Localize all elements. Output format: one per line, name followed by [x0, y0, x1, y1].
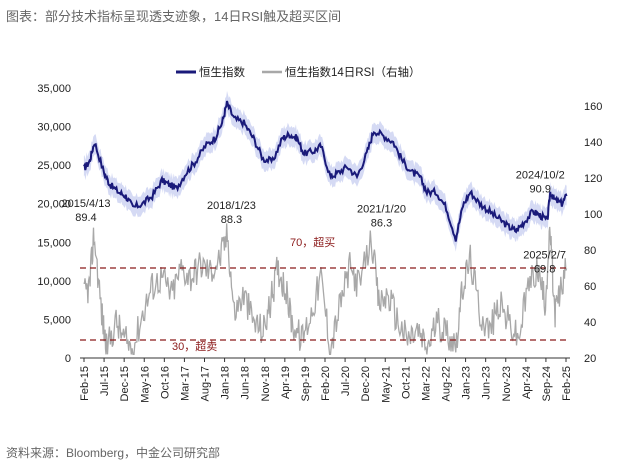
x-tick-label: Apr-19: [280, 366, 292, 399]
chart-title: 图表：部分技术指标呈现透支迹象，14日RSI触及超买区间: [6, 9, 342, 24]
x-tick-label: May-16: [139, 366, 151, 403]
y-left-tick-label: 20,000: [37, 199, 71, 211]
x-tick-label: May-21: [380, 366, 392, 403]
x-tick-label: Sep-19: [300, 366, 312, 401]
legend-rsi-label: 恒生指数14日RSI（右轴）: [285, 65, 420, 79]
x-tick-label: Apr-24: [521, 366, 533, 399]
x-tick-label: Oct-21: [400, 366, 412, 399]
rsi-series-line: [83, 223, 568, 356]
x-tick-label: Jul-15: [99, 366, 111, 396]
y-right-tick-label: 40: [584, 317, 596, 329]
hsi-line-layer: [83, 100, 568, 242]
annotation-value: 88.3: [221, 214, 242, 226]
y-right-tick-label: 140: [584, 137, 602, 149]
annotation-date: 2021/1/20: [357, 204, 406, 216]
annotation-value: 89.4: [75, 212, 96, 224]
x-tick-label: Mar-17: [179, 366, 191, 401]
hsi-band-layer: [83, 90, 567, 252]
y-right-tick-label: 80: [584, 245, 596, 257]
annotation-date: 2018/1/23: [207, 200, 256, 212]
x-tick-label: Feb-25: [561, 366, 573, 401]
x-tick-label: Jul-20: [340, 366, 352, 396]
annotation-value: 86.3: [371, 218, 392, 230]
y-left-tick-label: 0: [65, 353, 71, 365]
y-left-tick-label: 15,000: [37, 237, 71, 249]
x-tick-label: Feb-15: [79, 366, 91, 401]
y-left-tick-label: 10,000: [37, 276, 71, 288]
y-right-tick-label: 120: [584, 173, 602, 185]
x-tick-label: Nov-23: [501, 366, 513, 401]
reference-line-label: 30，超卖: [172, 339, 217, 353]
legend-hsi-label: 恒生指数: [199, 65, 245, 79]
annotations: 2015/4/13 89.4 2018/1/23 88.3 2021/1/20 86.3 2…: [62, 169, 567, 275]
y-left-tick-label: 25,000: [37, 160, 71, 172]
annotation-value: 69.8: [534, 263, 555, 275]
x-tick-label: Jun-18: [240, 366, 252, 400]
x-tick-label: Oct-16: [159, 366, 171, 399]
legend: 恒生指数 恒生指数14日RSI（右轴）: [176, 65, 420, 79]
source-note: 资料来源：Bloomberg，中金公司研究部: [6, 446, 221, 460]
y-left-tick-label: 5,000: [43, 314, 71, 326]
x-tick-label: Jan-18: [220, 366, 232, 400]
reference-lines: 70，超买 30，超卖: [80, 235, 570, 353]
y-right-tick-label: 20: [584, 353, 596, 365]
x-tick-label: Dec-20: [360, 366, 372, 401]
y-left-tick-label: 30,000: [37, 122, 71, 134]
hsi-band: [83, 90, 567, 252]
y-right-tick-label: 160: [584, 101, 602, 113]
x-tick-label: Aug-17: [200, 366, 212, 401]
x-tick-label: Nov-18: [260, 366, 272, 401]
y-left-tick-label: 35,000: [37, 83, 71, 95]
x-tick-label: Sep-24: [541, 366, 553, 401]
annotation-date: 2025/2/7: [523, 249, 566, 261]
hsi-series-line: [83, 100, 568, 242]
x-tick-label: Jun-23: [481, 366, 493, 400]
x-tick-label: Feb-20: [320, 366, 332, 401]
x-tick-label: Jan-23: [461, 366, 473, 400]
annotation-date: 2015/4/13: [62, 198, 111, 210]
x-tick-label: Dec-15: [119, 366, 131, 401]
y-right-tick-label: 60: [584, 281, 596, 293]
reference-line-label: 70，超买: [290, 235, 335, 249]
x-tick-label: Aug-22: [441, 366, 453, 401]
rsi-line-layer: [83, 223, 568, 356]
y-right-tick-label: 100: [584, 209, 602, 221]
axes: Feb-15 Jul-15 Dec-15 May-16 Oct-16 Mar-17 Aug-…: [37, 83, 602, 403]
annotation-value: 90.9: [530, 183, 551, 195]
x-tick-label: Mar-22: [420, 366, 432, 401]
annotation-date: 2024/10/2: [516, 169, 565, 181]
